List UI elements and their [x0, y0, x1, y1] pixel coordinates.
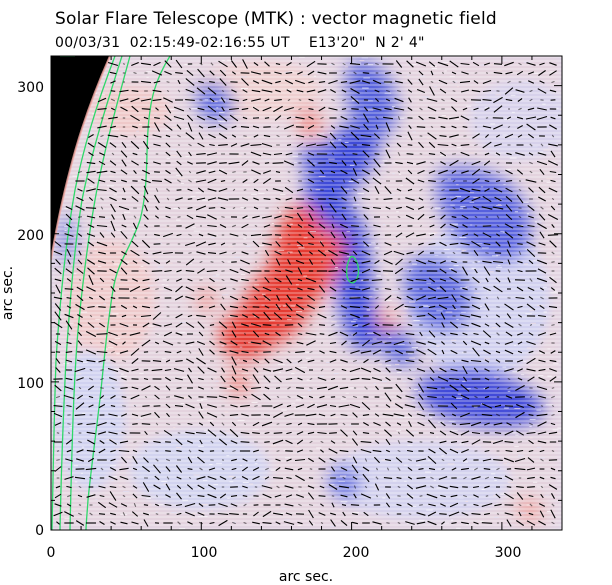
image-title: Solar Flare Telescope (MTK) : vector mag…	[55, 9, 497, 29]
x-tick-label-300: 300	[495, 545, 522, 561]
magnetogram-image	[51, 56, 562, 530]
x-axis-title: arc sec.	[279, 569, 333, 585]
x-tick-label-200: 200	[343, 545, 370, 561]
y-tick-label-200: 200	[17, 228, 44, 244]
axis-ticks	[50, 55, 563, 531]
y-tick-label-100: 100	[17, 376, 44, 392]
x-tick-label-100: 100	[191, 545, 218, 561]
image-subtitle: 00/03/31 02:15:49-02:16:55 UT E13'20" N …	[55, 35, 425, 51]
x-tick-label-0: 0	[47, 545, 56, 561]
off-disk-region	[51, 56, 110, 260]
vector-field	[53, 59, 559, 527]
y-tick-label-300: 300	[17, 80, 44, 96]
y-tick-label-0: 0	[35, 523, 44, 539]
y-axis-title: arc sec.	[0, 266, 16, 320]
